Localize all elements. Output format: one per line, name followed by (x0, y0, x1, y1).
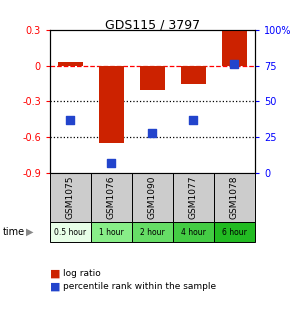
FancyBboxPatch shape (50, 173, 91, 222)
Point (232, 62, 237, 67)
Text: ▶: ▶ (25, 227, 33, 237)
Text: 1 hour: 1 hour (99, 227, 124, 237)
Text: 2 hour: 2 hour (140, 227, 165, 237)
FancyBboxPatch shape (132, 222, 173, 242)
Text: log ratio: log ratio (63, 269, 101, 278)
Text: percentile rank within the sample: percentile rank within the sample (63, 282, 216, 291)
Bar (99, 66, 124, 143)
Text: 4 hour: 4 hour (181, 227, 206, 237)
Text: GSM1077: GSM1077 (189, 176, 198, 219)
FancyBboxPatch shape (173, 222, 214, 242)
Text: ■: ■ (50, 269, 60, 279)
Bar (140, 66, 165, 89)
Text: 0.5 hour: 0.5 hour (54, 227, 86, 237)
FancyBboxPatch shape (132, 173, 173, 222)
FancyBboxPatch shape (214, 222, 255, 242)
Text: time: time (3, 227, 25, 237)
Point (68, 117, 73, 123)
Text: GSM1075: GSM1075 (66, 176, 75, 219)
Point (150, 130, 155, 135)
FancyBboxPatch shape (173, 173, 214, 222)
Bar (222, 30, 247, 66)
Bar (58, 62, 83, 66)
Text: GDS115 / 3797: GDS115 / 3797 (105, 18, 200, 32)
FancyBboxPatch shape (91, 222, 132, 242)
Text: GSM1076: GSM1076 (107, 176, 116, 219)
FancyBboxPatch shape (91, 173, 132, 222)
FancyBboxPatch shape (50, 222, 91, 242)
Text: 6 hour: 6 hour (222, 227, 247, 237)
Text: ■: ■ (50, 281, 60, 291)
Bar (181, 66, 206, 84)
Text: GSM1078: GSM1078 (230, 176, 239, 219)
Text: GSM1090: GSM1090 (148, 176, 157, 219)
FancyBboxPatch shape (214, 173, 255, 222)
Point (109, 160, 114, 165)
Point (191, 117, 196, 123)
